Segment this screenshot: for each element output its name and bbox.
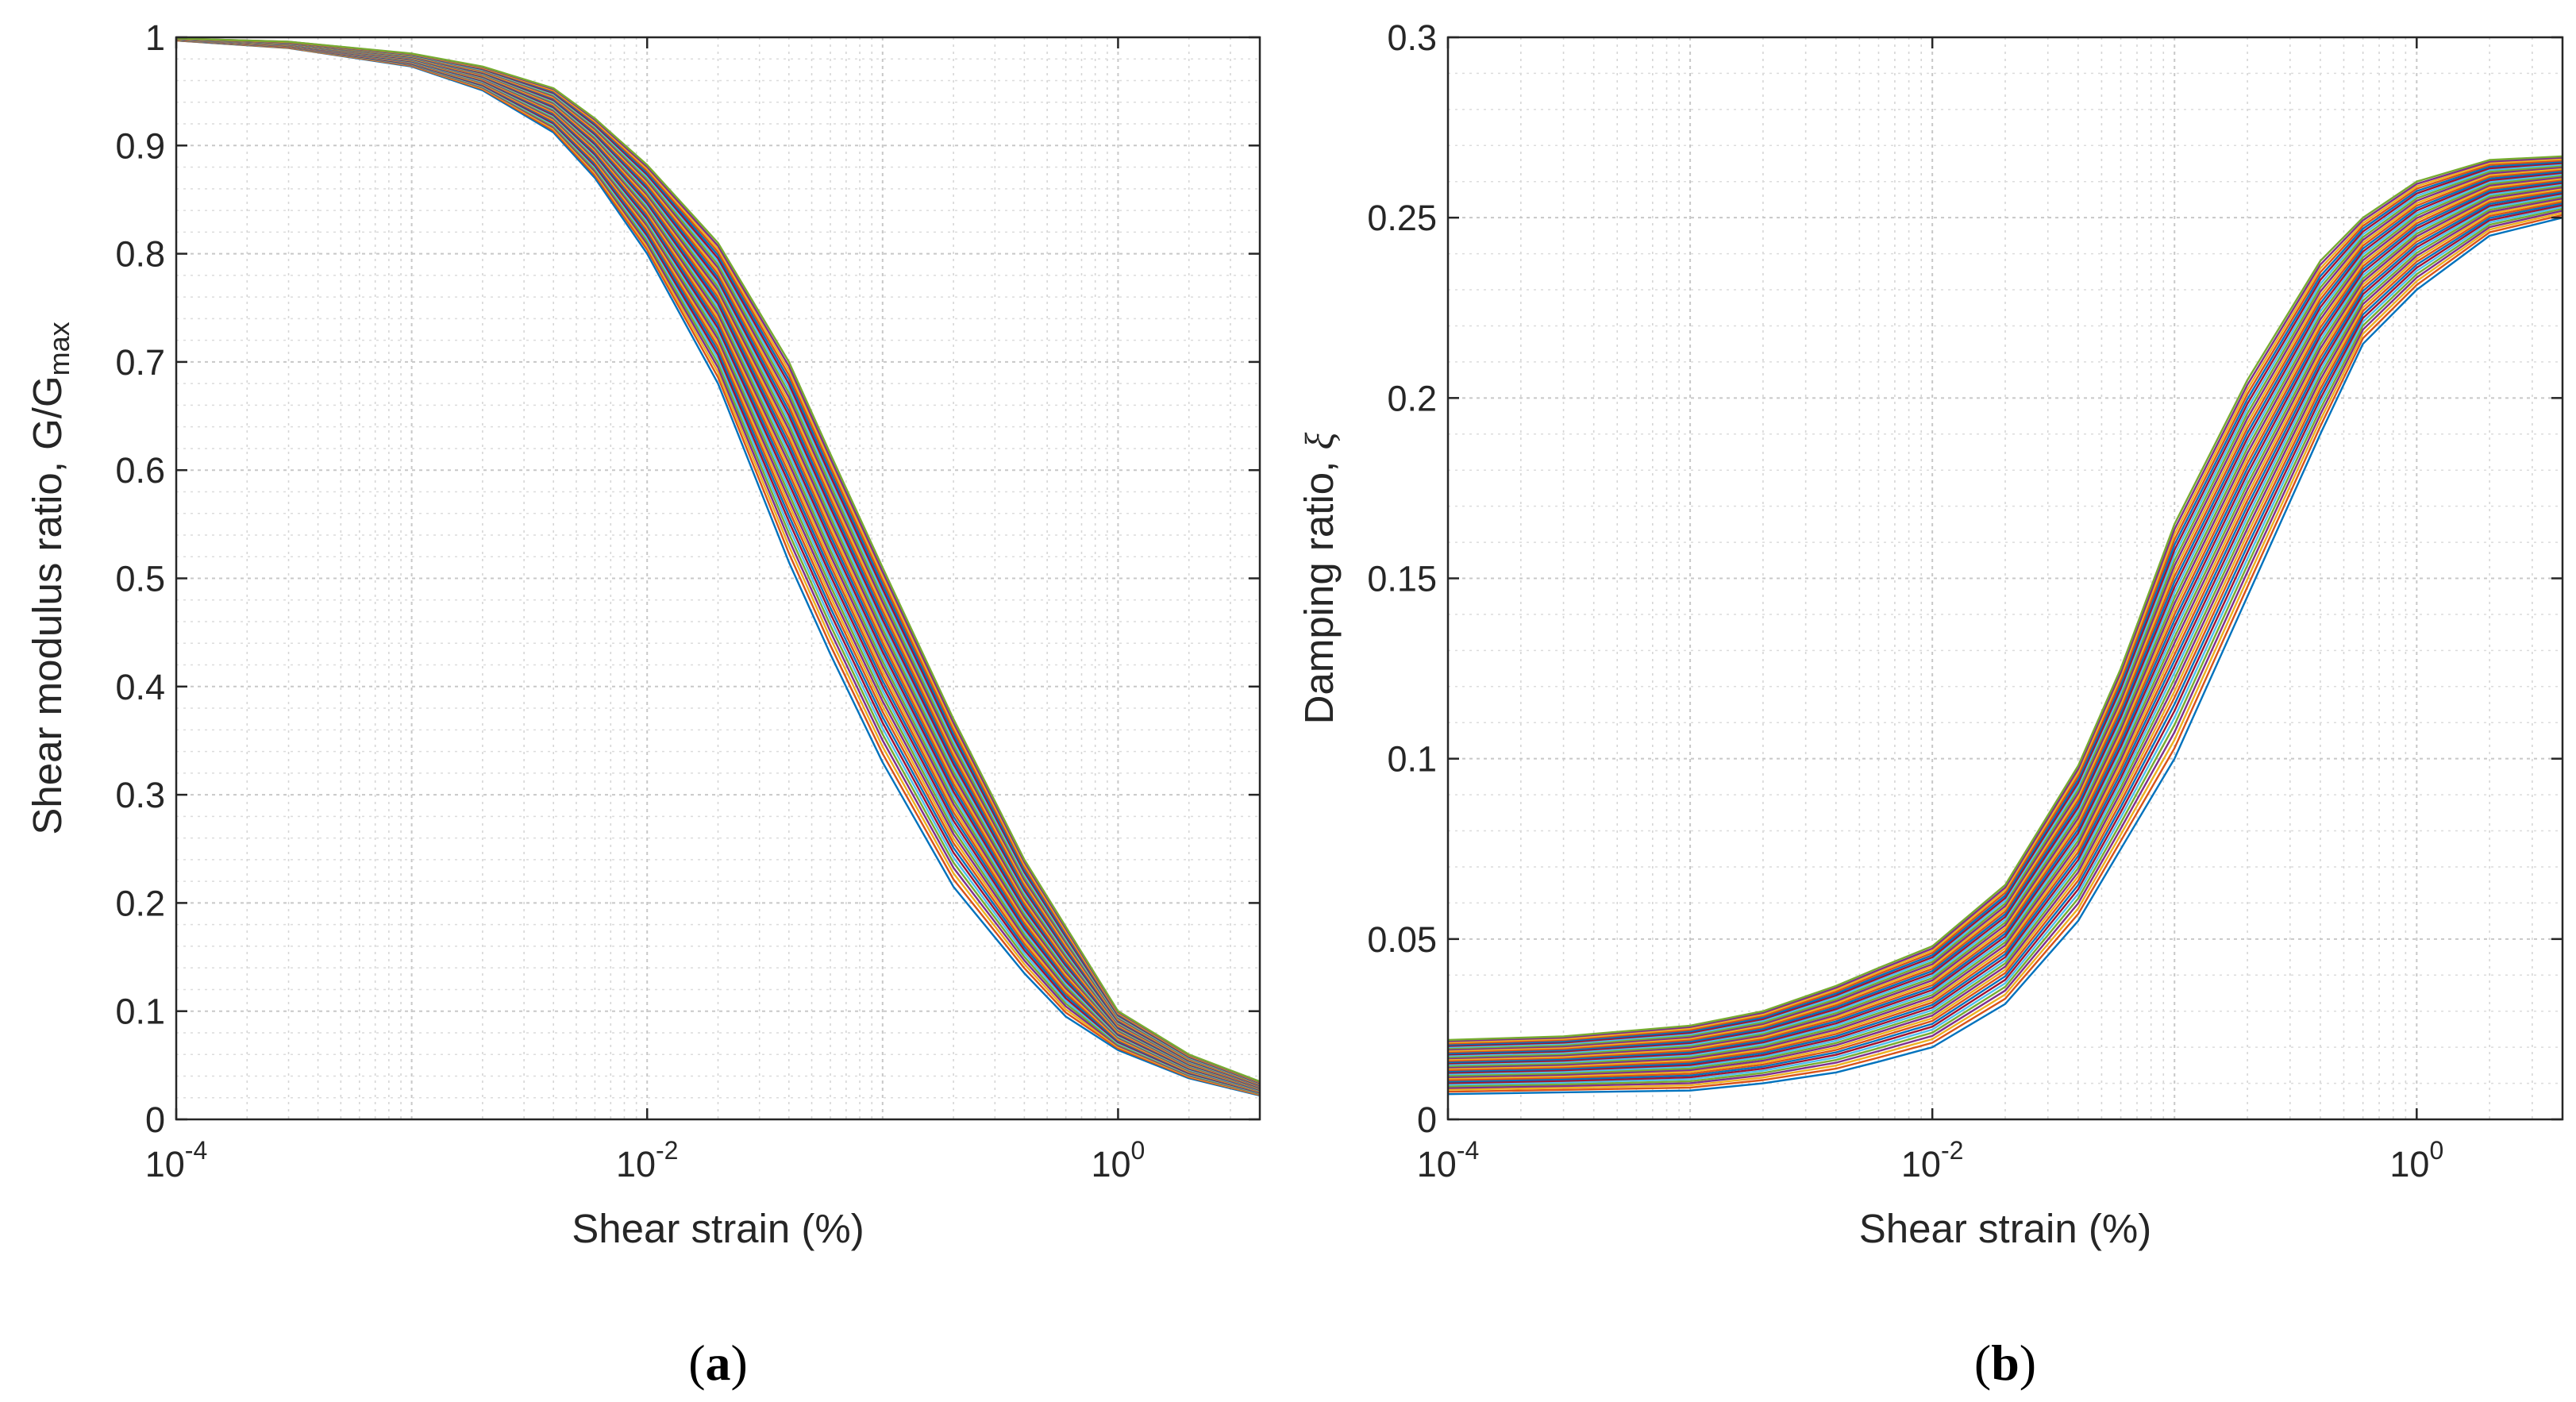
- x-tick-base: 10: [145, 1144, 185, 1184]
- x-tick-base: 10: [1901, 1144, 1941, 1184]
- series-line: [1447, 194, 2563, 1076]
- series-line: [1447, 170, 2563, 1054]
- series-line: [1447, 211, 2563, 1091]
- series-line: [1447, 173, 2563, 1057]
- curves-b: [1447, 155, 2563, 1096]
- series-line: [1447, 179, 2563, 1062]
- x-tick-exponent: 0: [1131, 1136, 1146, 1165]
- panel-label-a: (a): [688, 1335, 748, 1391]
- y-tick-label: 0: [1417, 1100, 1437, 1140]
- y-tick-label: 0.7: [115, 342, 165, 383]
- x-tick-base: 10: [1417, 1144, 1457, 1184]
- series-line: [1447, 166, 2563, 1051]
- series-line: [1447, 189, 2563, 1072]
- curves-a: [175, 37, 1261, 1097]
- x-tick-label: 10-2: [1901, 1136, 1964, 1184]
- x-tick-exponent: -2: [1941, 1136, 1963, 1165]
- series-line: [1447, 171, 2563, 1056]
- series-line: [1447, 177, 2563, 1061]
- panel-letter-b: b: [1991, 1335, 2020, 1391]
- y-tick-label: 0.4: [115, 667, 165, 707]
- series-line: [1447, 191, 2563, 1073]
- series-line: [1447, 197, 2563, 1078]
- x-tick-label: 10-4: [145, 1136, 208, 1184]
- y-axis-label-a-subscript: max: [43, 322, 75, 376]
- plot-area-a: [176, 37, 1260, 1119]
- series-line: [1447, 206, 2563, 1086]
- series-line: [1447, 168, 2563, 1053]
- y-tick-label: 0.3: [1387, 17, 1437, 58]
- y-axis-label-b-symbol: ξ: [1298, 433, 1342, 450]
- x-tick-label: 10-4: [1417, 1136, 1480, 1184]
- y-tick-label: 0.2: [1387, 378, 1437, 418]
- y-tick-label: 0.6: [115, 450, 165, 491]
- series-line: [1447, 200, 2563, 1081]
- y-axis-label-b: Damping ratio, ξ: [1296, 433, 1342, 725]
- series-line: [1447, 158, 2563, 1044]
- y-tick-label: 1: [145, 17, 165, 58]
- series-line: [1447, 198, 2563, 1080]
- series-line: [1447, 210, 2563, 1089]
- x-tick-label: 10-2: [616, 1136, 679, 1184]
- series-line: [1447, 183, 2563, 1066]
- y-tick-label: 0.25: [1367, 198, 1437, 238]
- x-tick-exponent: -4: [185, 1136, 207, 1165]
- series-line: [1447, 214, 2563, 1093]
- y-tick-label: 0.3: [115, 775, 165, 815]
- x-axis-label-b: Shear strain (%): [1859, 1206, 2151, 1251]
- x-tick-exponent: 0: [2429, 1136, 2443, 1165]
- series-line: [1447, 160, 2563, 1046]
- y-tick-label: 0.2: [115, 883, 165, 923]
- y-tick-label: 0.1: [115, 992, 165, 1032]
- grid-b: [1447, 37, 2563, 1120]
- series-line: [1447, 164, 2563, 1049]
- y-tick-label: 0.5: [115, 559, 165, 599]
- series-line: [1447, 202, 2563, 1083]
- y-tick-label: 0.15: [1367, 559, 1437, 599]
- panel-label-b: (b): [1974, 1335, 2036, 1391]
- y-tick-label: 0.1: [1387, 739, 1437, 780]
- y-tick-label: 0.05: [1367, 919, 1437, 960]
- y-tick-label: 0.8: [115, 234, 165, 275]
- x-tick-exponent: -2: [656, 1136, 678, 1165]
- x-tick-label: 100: [1091, 1136, 1145, 1184]
- series-line: [1447, 175, 2563, 1058]
- series-line: [1447, 187, 2563, 1070]
- x-tick-base: 10: [2389, 1144, 2429, 1184]
- series-line: [1447, 156, 2563, 1042]
- y-axis-label-a: Shear modulus ratio, G/Gmax: [25, 322, 75, 834]
- series-line: [1447, 204, 2563, 1084]
- y-axis-label-b-main: Damping ratio,: [1296, 450, 1342, 725]
- series-line: [1447, 175, 2563, 1060]
- panel-b-chart: 00.050.10.150.20.250.310-4 10-2 100 Shear …: [1296, 17, 2564, 1391]
- x-tick-base: 10: [1091, 1144, 1130, 1184]
- ticks-b: 00.050.10.150.20.250.310-4 10-2 100: [1367, 17, 2563, 1184]
- x-tick-label: 100: [2389, 1136, 2443, 1184]
- series-line: [175, 37, 1261, 1083]
- series-line: [1447, 207, 2563, 1088]
- series-line: [1447, 162, 2563, 1047]
- series-line: [1447, 168, 2563, 1052]
- panel-letter-a: a: [706, 1335, 731, 1391]
- y-axis-label-a-main: Shear modulus ratio, G/G: [25, 376, 70, 834]
- series-line: [1447, 155, 2563, 1042]
- x-tick-exponent: -4: [1457, 1136, 1479, 1165]
- y-tick-label: 0.9: [115, 125, 165, 166]
- series-line: [1447, 164, 2563, 1050]
- series-line: [1447, 182, 2563, 1065]
- series-line: [1447, 192, 2563, 1074]
- series-line: [1447, 195, 2563, 1077]
- series-line: [1447, 159, 2563, 1045]
- x-tick-base: 10: [616, 1144, 656, 1184]
- series-line: [1447, 217, 2563, 1096]
- x-axis-label-a: Shear strain (%): [572, 1206, 864, 1251]
- series-line: [1447, 186, 2563, 1069]
- series-line: [1447, 180, 2563, 1064]
- series-line: [1447, 184, 2563, 1068]
- y-tick-label: 0: [145, 1100, 165, 1140]
